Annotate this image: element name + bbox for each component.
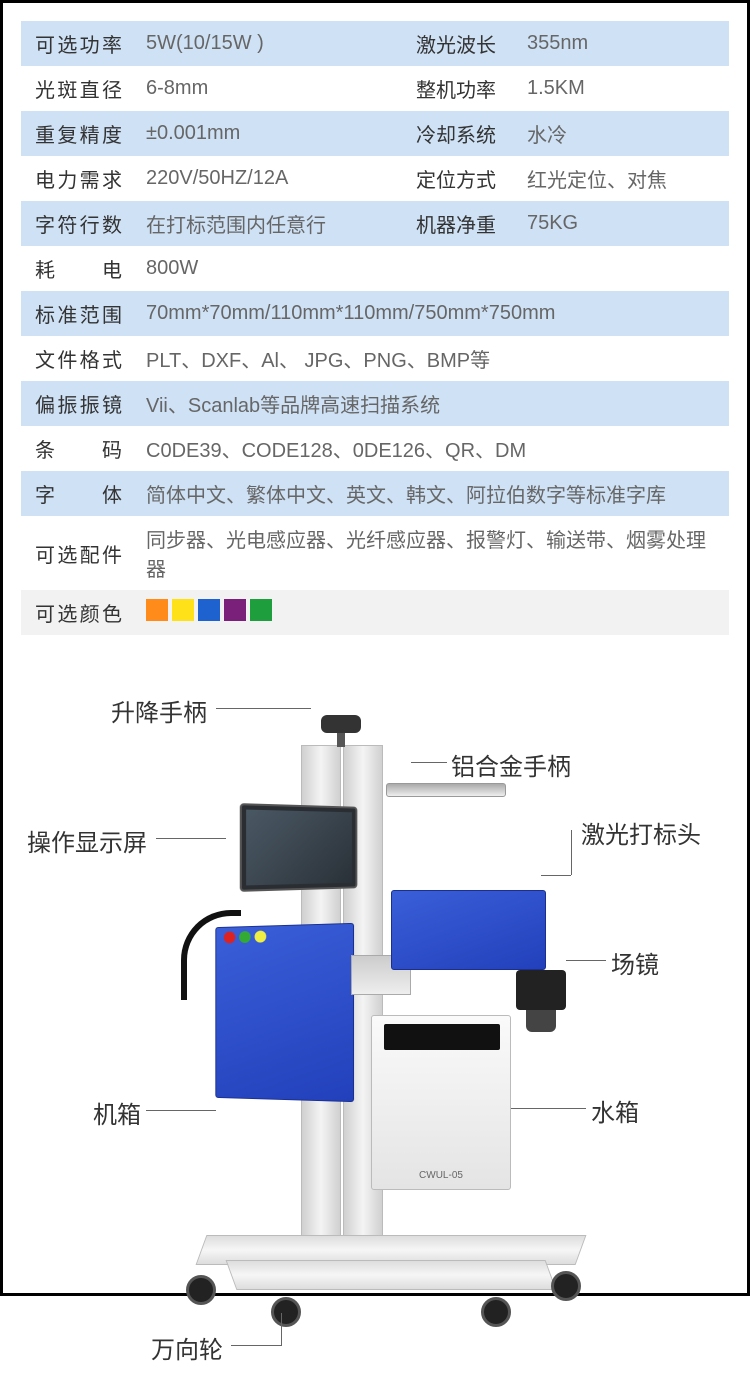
spec-label: 重复精度 [21,111,136,156]
spec-value: 同步器、光电感应器、光纤感应器、报警灯、输送带、烟雾处理器 [136,516,729,590]
spec-row: 字 体简体中文、繁体中文、英文、韩文、阿拉伯数字等标准字库 [21,471,729,516]
callout-caster: 万向轮 [151,1330,223,1365]
base-frame [201,1215,581,1295]
spec-label: 字 体 [21,471,136,516]
spec-value: 在打标范围内任意行 [136,201,402,246]
spec-label: 耗 电 [21,246,136,291]
spec-label: 定位方式 [402,156,517,201]
spec-table: 可选功率5W(10/15W )激光波长355nm光斑直径6-8mm整机功率 1.… [21,21,729,635]
spec-value: 简体中文、繁体中文、英文、韩文、阿拉伯数字等标准字库 [136,471,729,516]
caster-wheel [271,1297,301,1327]
color-swatch [172,599,194,621]
laser-head-part [391,890,546,970]
spec-row: 条 码C0DE39、CODE128、0DE126、QR、DM [21,426,729,471]
spec-value: 红光定位、对焦 [517,156,729,201]
spec-value: 800W [136,246,729,291]
spec-value: 水冷 [517,111,729,156]
color-swatch [146,599,168,621]
spec-label: 可选功率 [21,21,136,66]
spec-value: 70mm*70mm/110mm*110mm/750mm*750mm [136,291,729,336]
water-tank-part: CWUL-05 [371,1015,511,1190]
spec-label: 电力需求 [21,156,136,201]
spec-label: 激光波长 [402,21,517,66]
callout-lens: 场镜 [611,945,659,980]
spec-value: 355nm [517,21,729,66]
spec-row: 电力需求 220V/50HZ/12A定位方式红光定位、对焦 [21,156,729,201]
chassis-part [215,923,354,1102]
chiller-model-label: CWUL-05 [372,1170,510,1181]
callout-chassis: 机箱 [93,1095,141,1130]
spec-value: PLT、DXF、Al、 JPG、PNG、BMP等 [136,336,729,381]
spec-row: 文件格式PLT、DXF、Al、 JPG、PNG、BMP等 [21,336,729,381]
spec-label: 偏振振镜 [21,381,136,426]
spec-row: 光斑直径6-8mm整机功率 1.5KM [21,66,729,111]
display-screen-part [240,803,358,892]
lift-handle-part [321,715,361,733]
spec-row: 字符行数在打标范围内任意行机器净重75KG [21,201,729,246]
product-diagram: CWUL-05 升降手柄 铝合金手柄 操作显示屏 激光打标头 场镜 机箱 水箱 … [21,665,729,1385]
callout-screen: 操作显示屏 [27,823,147,858]
callout-lift-handle: 升降手柄 [111,693,207,728]
spec-label: 可选配件 [21,516,136,590]
callout-water-tank: 水箱 [591,1093,639,1128]
spec-label: 可选颜色 [21,590,136,635]
spec-label: 整机功率 [402,66,517,111]
spec-value: 6-8mm [136,66,402,111]
spec-label: 文件格式 [21,336,136,381]
spec-value: 1.5KM [517,66,729,111]
spec-label: 条 码 [21,426,136,471]
spec-value: Vii、Scanlab等品牌高速扫描系统 [136,381,729,426]
spec-value [136,590,729,635]
machine-illustration: CWUL-05 [221,715,581,1355]
callout-alu-handle: 铝合金手柄 [451,747,571,782]
spec-value: 220V/50HZ/12A [136,156,402,201]
color-swatch [198,599,220,621]
spec-row: 耗 电800W [21,246,729,291]
color-swatch [224,599,246,621]
spec-row: 标准范围70mm*70mm/110mm*110mm/750mm*750mm [21,291,729,336]
spec-label: 冷却系统 [402,111,517,156]
spec-label: 光斑直径 [21,66,136,111]
spec-value: 75KG [517,201,729,246]
caster-wheel [186,1275,216,1305]
color-swatch [250,599,272,621]
spec-row: 可选功率5W(10/15W )激光波长355nm [21,21,729,66]
callout-laser-head: 激光打标头 [581,815,701,850]
spec-label: 机器净重 [402,201,517,246]
spec-value: 5W(10/15W ) [136,21,402,66]
color-swatches [146,599,272,621]
caster-wheel [481,1297,511,1327]
caster-wheel [551,1271,581,1301]
spec-value: C0DE39、CODE128、0DE126、QR、DM [136,426,729,471]
spec-row: 可选配件同步器、光电感应器、光纤感应器、报警灯、输送带、烟雾处理器 [21,516,729,590]
spec-label: 字符行数 [21,201,136,246]
spec-label: 标准范围 [21,291,136,336]
field-lens-part [516,970,566,1010]
spec-value: ±0.001mm [136,111,402,156]
spec-row: 重复精度±0.001mm冷却系统水冷 [21,111,729,156]
spec-row: 偏振振镜 Vii、Scanlab等品牌高速扫描系统 [21,381,729,426]
aluminum-handle-part [386,783,506,797]
spec-row: 可选颜色 [21,590,729,635]
